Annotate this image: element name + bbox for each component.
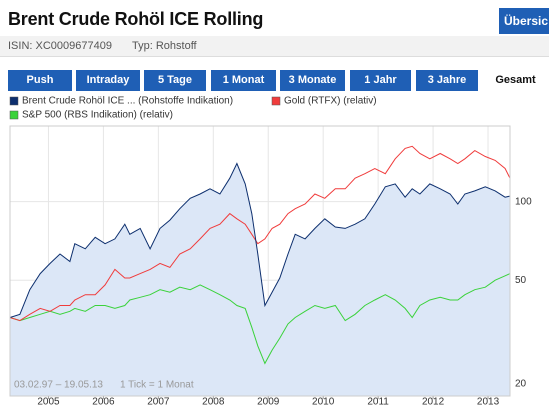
area-layer bbox=[10, 163, 510, 396]
legend-swatch bbox=[9, 96, 19, 106]
x-tick-label: 2009 bbox=[257, 397, 280, 408]
area bbox=[10, 163, 510, 396]
chart-tick-note: 1 Tick = 1 Monat bbox=[120, 380, 194, 391]
isin: ISIN: XC0009677409 bbox=[8, 40, 112, 52]
asset-type: Typ: Rohstoff bbox=[132, 40, 197, 52]
page-title: Brent Crude Rohöl ICE Rolling bbox=[8, 9, 264, 29]
chart-note: 03.02.97 – 19.05.13 bbox=[14, 380, 103, 391]
y-tick-label: 50 bbox=[515, 275, 527, 286]
y-tick-label: 20 bbox=[515, 379, 527, 390]
legend-label: Gold (RTFX) (relativ) bbox=[284, 96, 377, 107]
plot-border bbox=[9, 125, 511, 397]
tab[interactable]: 1 Jahr bbox=[350, 70, 411, 91]
y-tick-label: 100 bbox=[515, 196, 532, 207]
tab[interactable]: 3 Jahre bbox=[416, 70, 478, 91]
x-tick-label: 2010 bbox=[312, 397, 335, 408]
legend-swatch bbox=[271, 96, 281, 106]
overview-button[interactable]: Übersic bbox=[499, 8, 549, 34]
meta-bar: ISIN: XC0009677409 Typ: Rohstoff bbox=[0, 36, 549, 57]
x-tick-label: 2005 bbox=[37, 397, 60, 408]
legend-label: S&P 500 (RBS Indikation) (relativ) bbox=[22, 110, 173, 121]
x-tick-label: 2012 bbox=[422, 397, 445, 408]
legend-swatch bbox=[9, 110, 19, 120]
x-tick-label: 2008 bbox=[202, 397, 225, 408]
range-tabs: Push Intraday 5 Tage 1 Monat 3 Monate 1 … bbox=[0, 70, 549, 91]
tab[interactable]: 5 Tage bbox=[144, 70, 206, 91]
line bbox=[9, 273, 511, 365]
line-layer bbox=[9, 145, 511, 365]
tab[interactable]: 3 Monate bbox=[280, 70, 345, 91]
x-tick-label: 2006 bbox=[92, 397, 115, 408]
legend-label: Brent Crude Rohöl ICE ... (Rohstoffe Ind… bbox=[22, 96, 233, 107]
line bbox=[9, 162, 511, 318]
line bbox=[9, 145, 511, 322]
tab[interactable]: 1 Monat bbox=[211, 70, 276, 91]
tab-selected[interactable]: Gesamt bbox=[482, 70, 549, 91]
tab[interactable]: Intraday bbox=[76, 70, 140, 91]
tab[interactable]: Push bbox=[8, 70, 72, 91]
x-tick-label: 2011 bbox=[367, 397, 389, 408]
x-tick-label: 2007 bbox=[147, 397, 170, 408]
x-tick-label: 2013 bbox=[477, 397, 500, 408]
